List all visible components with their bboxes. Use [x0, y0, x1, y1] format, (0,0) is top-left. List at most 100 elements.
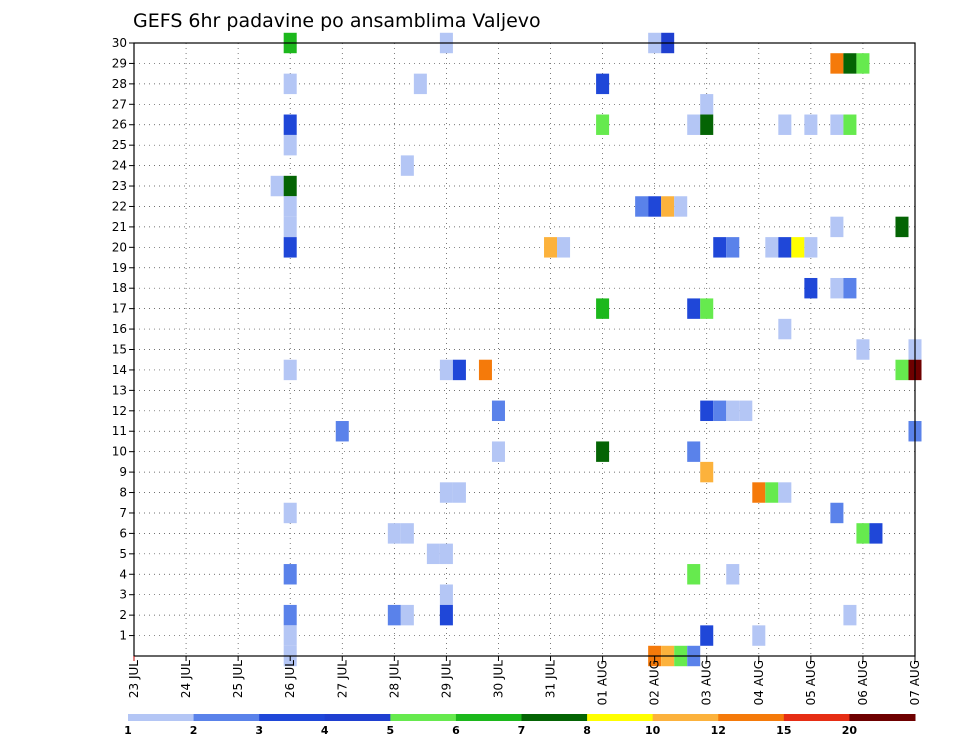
heatmap-cell — [270, 175, 284, 197]
y-tick-label: 21 — [112, 220, 127, 234]
heatmap-cell — [791, 237, 805, 258]
heatmap-cell — [726, 237, 740, 258]
y-tick-label: 10 — [112, 445, 127, 459]
y-tick-label: 3 — [119, 588, 127, 602]
colorbar-label: 5 — [387, 724, 395, 737]
colorbar-segment — [128, 714, 195, 721]
y-tick-label: 20 — [112, 240, 127, 254]
heatmap-cell — [765, 237, 779, 258]
y-tick-label: 5 — [119, 547, 127, 561]
colorbar-label: 20 — [842, 724, 858, 737]
colorbar: 1 2 3 4 5 6 7 8 10 12 15 20 — [124, 714, 916, 737]
heatmap-cell — [700, 298, 714, 319]
heatmap-cell — [387, 523, 401, 544]
y-tick-label: 6 — [119, 526, 127, 540]
x-tick-label: 26 JUL — [283, 660, 297, 698]
heatmap-cell — [557, 237, 571, 258]
heatmap-cell — [804, 114, 818, 135]
x-tick-label: 04 AUG — [752, 660, 766, 705]
x-tick-label: 30 JUL — [491, 660, 505, 698]
y-tick-label: 29 — [112, 56, 127, 70]
colorbar-segment — [587, 714, 654, 721]
x-tick-label: 25 JUL — [231, 660, 245, 698]
heatmap-cell — [830, 53, 844, 74]
heatmap-cell — [778, 482, 792, 503]
heatmap-cell — [596, 441, 610, 462]
heatmap-cell — [830, 114, 844, 135]
y-tick-label: 23 — [112, 179, 127, 193]
heatmap-cell — [648, 196, 662, 217]
heatmap-cell — [283, 359, 297, 381]
colorbar-label: 7 — [518, 724, 526, 737]
y-tick-label: 2 — [119, 608, 127, 622]
heatmap-cell — [635, 196, 649, 217]
heatmap-cell — [752, 625, 766, 646]
heatmap-cell — [804, 237, 818, 258]
heatmap-cell — [596, 73, 610, 95]
heatmap-cell — [283, 175, 297, 197]
heatmap-cell — [687, 298, 701, 319]
heatmap-cell — [843, 277, 857, 299]
y-tick-label: 16 — [112, 322, 127, 336]
heatmap-cell — [283, 237, 297, 258]
heatmap-cell — [895, 359, 909, 381]
colorbar-label: 8 — [583, 724, 591, 737]
cells-layer — [270, 32, 922, 667]
heatmap-cell — [856, 339, 870, 360]
heatmap-cell — [856, 53, 870, 74]
y-tick-label: 9 — [119, 465, 127, 479]
heatmap-cell — [687, 441, 701, 462]
colorbar-segment — [193, 714, 260, 721]
heatmap-cell — [491, 441, 505, 462]
heatmap-cell — [778, 114, 792, 135]
heatmap-cell — [335, 421, 349, 442]
colorbar-segment — [521, 714, 588, 721]
colorbar-label: 12 — [711, 724, 726, 737]
x-tick-label: 02 AUG — [648, 660, 662, 705]
x-tick-label: 06 AUG — [856, 660, 870, 705]
heatmap-cell — [700, 114, 714, 135]
y-tick-label: 14 — [112, 363, 127, 377]
heatmap-cell — [661, 196, 675, 217]
heatmap-cell — [895, 216, 909, 238]
heatmap-cell — [843, 53, 857, 74]
heatmap-cell — [830, 277, 844, 299]
heatmap-cell — [713, 237, 727, 258]
heatmap-cell — [283, 564, 297, 585]
heatmap-cell — [700, 625, 714, 646]
heatmap-cell — [283, 216, 297, 238]
colorbar-label: 4 — [321, 724, 329, 737]
y-axis: 1234567891011121314151617181920212223242… — [112, 36, 134, 643]
heatmap-cell — [687, 564, 701, 585]
heatmap-cell — [596, 114, 610, 135]
y-tick-label: 27 — [112, 97, 127, 111]
heatmap-cell — [283, 604, 297, 626]
heatmap-cell — [804, 277, 818, 299]
heatmap-cell — [400, 155, 414, 176]
heatmap-cell — [778, 237, 792, 258]
x-tick-label: 23 JUL — [127, 660, 141, 698]
x-tick-label: 01 AUG — [596, 660, 610, 705]
y-tick-label: 26 — [112, 118, 127, 132]
heatmap-cell — [687, 114, 701, 135]
heatmap-cell — [869, 523, 883, 544]
heatmap-cell — [491, 400, 505, 422]
heatmap-cell — [439, 584, 453, 605]
x-tick-label: 27 JUL — [335, 660, 349, 698]
y-tick-label: 25 — [112, 138, 127, 152]
colorbar-label: 10 — [645, 724, 661, 737]
heatmap-cell — [439, 482, 453, 503]
heatmap-cell — [778, 318, 792, 340]
x-axis: 23 JUL 24 JUL 25 JUL 26 JUL 27 JUL 28 JUL 29 J… — [127, 656, 922, 705]
heatmap-cell — [765, 482, 779, 503]
heatmap-cell — [700, 461, 714, 483]
heatmap-cell — [478, 359, 492, 381]
x-tick-label: 24 JUL — [179, 660, 193, 698]
colorbar-segment — [259, 714, 326, 721]
heatmap-cell — [843, 114, 857, 135]
y-tick-label: 30 — [112, 36, 127, 50]
chart-title: GEFS 6hr padavine po ansamblima Valjevo — [133, 10, 541, 32]
heatmap-cell — [674, 196, 688, 217]
y-tick-label: 12 — [112, 404, 127, 418]
